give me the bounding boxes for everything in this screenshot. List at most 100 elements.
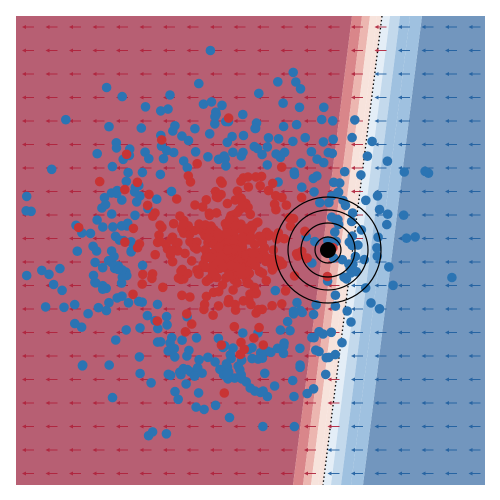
red-point (257, 304, 268, 315)
highlight-marker (320, 242, 336, 258)
blue-point (189, 371, 200, 382)
red-point (267, 178, 278, 189)
blue-point (374, 204, 385, 215)
blue-point (166, 186, 177, 197)
blue-point (163, 104, 173, 114)
blue-point (367, 136, 377, 147)
field-arrow (468, 448, 481, 452)
field-arrow (139, 236, 152, 241)
blue-point (206, 97, 217, 107)
field-arrow (116, 377, 128, 382)
red-point (223, 113, 234, 123)
blue-point (447, 272, 457, 283)
red-point (251, 218, 261, 228)
field-arrow (468, 119, 481, 123)
blue-point (330, 290, 341, 301)
red-point (258, 340, 269, 350)
blue-point (327, 116, 338, 126)
blue-point (333, 187, 343, 198)
field-arrow (445, 448, 457, 452)
blue-point (117, 272, 128, 282)
blue-point (382, 219, 392, 230)
field-arrow (304, 166, 316, 170)
field-arrow (327, 48, 340, 53)
blue-point (181, 379, 191, 389)
field-arrow (22, 471, 34, 476)
field-arrow (116, 166, 128, 170)
red-point (175, 211, 185, 221)
red-point (229, 321, 240, 332)
field-arrow (445, 283, 457, 288)
blue-point (279, 147, 290, 158)
blue-point (98, 222, 108, 232)
field-arrow (186, 25, 199, 29)
field-arrow (374, 448, 387, 452)
field-arrow (351, 307, 363, 311)
red-point (132, 177, 143, 188)
field-arrow (139, 48, 152, 53)
field-arrow (351, 330, 363, 335)
field-arrow (374, 25, 387, 29)
field-arrow (233, 95, 246, 100)
field-arrow (280, 189, 293, 194)
blue-point (107, 161, 118, 172)
red-point (249, 333, 259, 343)
field-arrow (398, 72, 410, 76)
field-arrow (468, 48, 481, 53)
blue-point (210, 400, 221, 411)
field-arrow (69, 448, 81, 452)
blue-point (330, 227, 340, 237)
field-arrow (139, 401, 152, 405)
blue-point (300, 132, 311, 143)
red-point (128, 289, 138, 300)
red-point (277, 299, 287, 309)
field-arrow (92, 48, 105, 53)
blue-point (158, 153, 169, 164)
field-arrow (304, 377, 316, 382)
field-arrow (421, 260, 434, 264)
blue-point (278, 98, 288, 108)
field-arrow (445, 48, 457, 53)
field-arrow (45, 189, 58, 194)
blue-point (55, 263, 65, 274)
blue-point (340, 200, 351, 211)
red-point (185, 292, 195, 302)
field-arrow (398, 401, 410, 405)
red-point (208, 310, 218, 321)
blue-point (291, 77, 301, 87)
field-arrow (304, 95, 316, 100)
red-point (128, 223, 139, 234)
red-point (267, 300, 277, 311)
red-point (207, 267, 218, 278)
field-arrow (22, 330, 34, 335)
highlight-ring (274, 196, 382, 304)
field-arrow (421, 25, 434, 29)
field-arrow (116, 213, 128, 217)
red-point (219, 388, 230, 398)
blue-point (69, 299, 80, 310)
blue-point (362, 151, 373, 161)
red-point (228, 285, 238, 295)
field-arrow (421, 448, 434, 452)
field-arrow (69, 377, 81, 382)
blue-point (59, 302, 69, 313)
red-point (257, 237, 268, 247)
field-arrow (233, 471, 246, 476)
field-arrow (257, 448, 269, 452)
field-arrow (280, 401, 293, 405)
blue-point (137, 260, 148, 271)
blue-point (339, 272, 349, 283)
red-point (213, 301, 224, 311)
blue-point (199, 404, 209, 415)
field-arrow (445, 72, 457, 76)
blue-point (161, 429, 172, 439)
blue-point (147, 427, 158, 437)
blue-point (260, 368, 270, 379)
blue-point (312, 154, 322, 164)
field-arrow (69, 354, 81, 358)
field-arrow (327, 448, 340, 452)
field-arrow (163, 72, 175, 76)
field-arrow (92, 142, 105, 147)
field-arrow (398, 260, 410, 264)
field-arrow (92, 354, 105, 358)
